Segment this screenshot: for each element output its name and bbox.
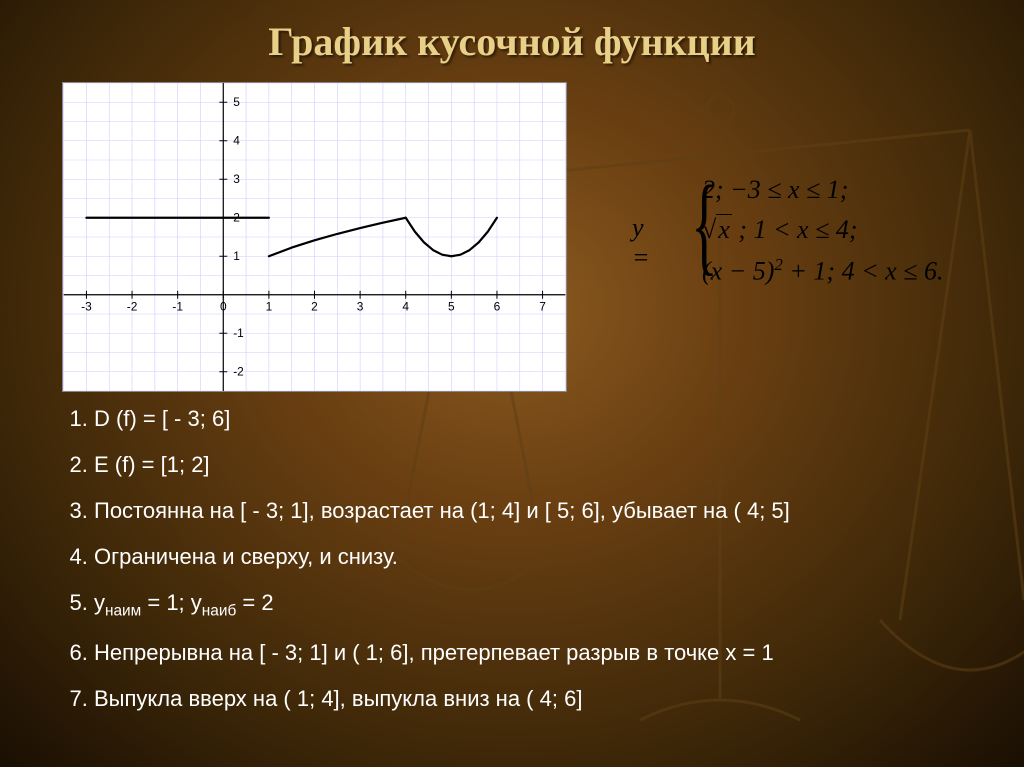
svg-text:-2: -2: [233, 365, 244, 379]
svg-text:5: 5: [448, 300, 455, 314]
svg-text:2: 2: [311, 300, 318, 314]
svg-text:5: 5: [233, 95, 240, 109]
svg-text:6: 6: [494, 300, 501, 314]
property-item: yнаим = 1; yнаиб = 2: [94, 590, 790, 620]
property-item: Ограничена и сверху, и снизу.: [94, 544, 790, 570]
formula-row-2: x ; 1 < x ≤ 4;: [702, 215, 858, 245]
svg-text:4: 4: [402, 300, 409, 314]
properties-list: D (f) = [ - 3; 6] E (f) = [1; 2] Постоян…: [62, 406, 790, 732]
svg-text:1: 1: [233, 249, 240, 263]
slide-title: График кусочной функции: [0, 0, 1024, 65]
svg-text:3: 3: [357, 300, 364, 314]
svg-text:4: 4: [233, 134, 240, 148]
property-item: Постоянна на [ - 3; 1], возрастает на (1…: [94, 498, 790, 524]
property-item: E (f) = [1; 2]: [94, 452, 790, 478]
formula-lhs: y =: [632, 213, 650, 273]
svg-text:3: 3: [233, 172, 240, 186]
function-chart: -3-2-101234567-2-112345: [62, 82, 567, 392]
svg-text:-2: -2: [127, 300, 138, 314]
svg-text:1: 1: [266, 300, 273, 314]
property-item: Выпукла вверх на ( 1; 4], выпукла вниз н…: [94, 686, 790, 712]
svg-text:-1: -1: [172, 300, 183, 314]
svg-text:0: 0: [220, 300, 227, 314]
formula-row-3: (x − 5)2 + 1; 4 < x ≤ 6.: [702, 255, 943, 287]
property-item: D (f) = [ - 3; 6]: [94, 406, 790, 432]
formula-row-1: 2; −3 ≤ x ≤ 1;: [702, 175, 848, 205]
svg-text:-1: -1: [233, 326, 244, 340]
property-item: Непрерывна на [ - 3; 1] и ( 1; 6], прете…: [94, 640, 790, 666]
svg-text:7: 7: [539, 300, 546, 314]
svg-text:-3: -3: [81, 300, 92, 314]
